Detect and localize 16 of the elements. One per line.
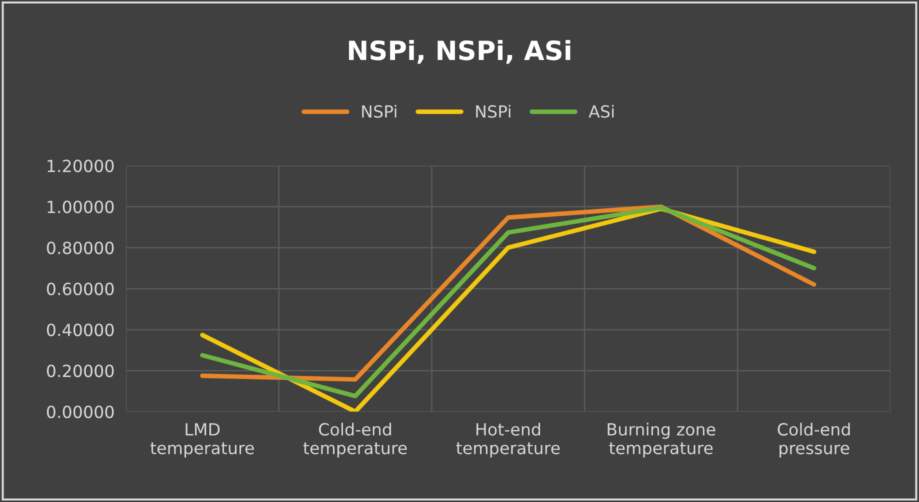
legend-label: NSPi: [476, 104, 510, 118]
chart-title: NSPi, NSPi, ASi: [349, 40, 570, 64]
x-tick-label: Cold-end temperature: [303, 422, 407, 458]
y-tick-label: 0.20000: [46, 364, 114, 378]
legend-label: ASi: [588, 104, 614, 118]
y-tick-label: 0.00000: [46, 406, 114, 418]
x-tick-label: Hot-end temperature: [456, 422, 560, 458]
y-tick-label: 1.00000: [48, 200, 114, 214]
x-tick-label: LMD temperature: [150, 423, 254, 458]
x-tick-label: Cold-end pressure: [778, 422, 850, 458]
y-tick-label: 0.40000: [46, 324, 114, 336]
legend-label: NSPi: [362, 104, 396, 118]
y-tick-label: 0.80000: [46, 242, 114, 254]
y-tick-label: 0.60000: [46, 282, 114, 296]
x-tick-label: Burning zone temperature: [608, 422, 716, 458]
y-tick-label: 1.20000: [48, 160, 114, 172]
